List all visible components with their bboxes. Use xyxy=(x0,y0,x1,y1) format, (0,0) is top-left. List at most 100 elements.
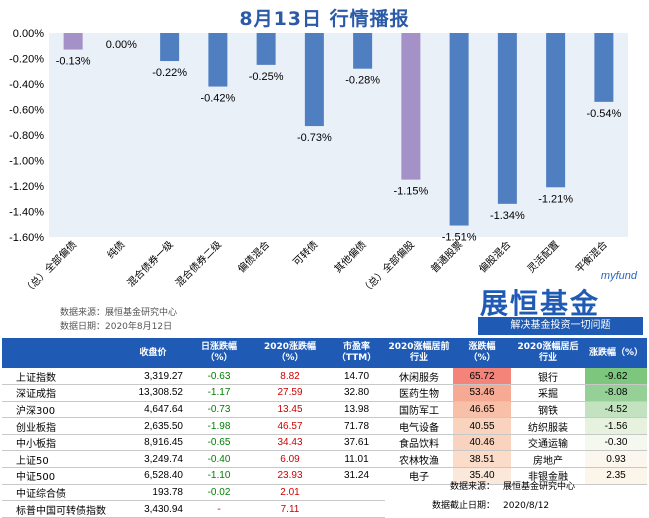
index-ytd-change: 46.57 xyxy=(252,417,328,435)
bar xyxy=(546,33,566,188)
logo-chinese: 展恒基金 xyxy=(480,287,601,320)
top-sector-name: 食品饮料 xyxy=(385,434,453,452)
bar xyxy=(401,33,421,180)
bottom-sector-value: -4.52 xyxy=(585,401,647,419)
data-label: -1.34% xyxy=(490,210,525,222)
data-label: -0.13% xyxy=(56,56,91,68)
index-pe: 31.24 xyxy=(328,467,385,485)
sector-row: 农林牧渔 38.51 房地产 0.93 xyxy=(385,450,647,469)
index-row: 中小板指 8,916.45 -0.65 34.43 37.61 xyxy=(2,434,385,452)
index-day-change: -0.02 xyxy=(186,484,252,502)
sector-row: 电子 35.40 非银金融 2.35 xyxy=(385,467,647,485)
sector-row: 休闲服务 65.72 银行 -9.62 xyxy=(385,368,647,386)
bar xyxy=(160,33,180,62)
y-tick-label: -0.40% xyxy=(9,79,44,91)
bottom-sector-value: -9.62 xyxy=(585,368,647,386)
index-row: 深证成指 13,308.52 -1.17 27.59 32.80 xyxy=(2,384,385,402)
index-close: 13,308.52 xyxy=(120,384,186,402)
data-label: -1.15% xyxy=(393,186,428,198)
category-label: 可转债 xyxy=(290,238,320,268)
bar xyxy=(208,33,228,87)
bar xyxy=(353,33,373,69)
bar xyxy=(449,33,469,226)
top-sector-name: 休闲服务 xyxy=(385,368,453,386)
index-ytd-change: 34.43 xyxy=(252,434,328,452)
bottom-sector-value: 2.35 xyxy=(585,467,647,485)
source-line-2: 数据日期：2020年8月12日 xyxy=(60,322,173,332)
y-tick-label: -1.40% xyxy=(9,207,44,219)
top-sector-value: 38.51 xyxy=(453,450,511,469)
top-sector-value: 40.46 xyxy=(453,434,511,452)
y-tick-label: -0.80% xyxy=(9,130,44,142)
index-row: 沪深300 4,647.64 -0.73 13.45 13.98 xyxy=(2,401,385,419)
index-pe: 14.70 xyxy=(328,368,385,386)
index-name: 上证指数 xyxy=(2,368,120,386)
bar xyxy=(304,33,324,127)
index-pe: 13.98 xyxy=(328,401,385,419)
index-pe: 32.80 xyxy=(328,384,385,402)
category-label: 普通股票 xyxy=(428,238,465,275)
index-ytd-change: 27.59 xyxy=(252,384,328,402)
index-pe: 71.78 xyxy=(328,417,385,435)
y-tick-label: -1.20% xyxy=(9,181,44,193)
index-close: 3,319.27 xyxy=(120,368,186,386)
index-ytd-change: 23.93 xyxy=(252,467,328,485)
index-name: 中小板指 xyxy=(2,434,120,452)
index-name: 创业板指 xyxy=(2,417,120,435)
data-label: -0.42% xyxy=(200,93,235,105)
top-sector-name: 电子 xyxy=(385,467,453,485)
sector-footer: 数据来源： 展恒基金研究中心 数据截止日期： 2020/8/12 xyxy=(385,478,647,516)
index-row: 创业板指 2,635.50 -1.98 46.57 71.78 xyxy=(2,417,385,435)
bar xyxy=(256,33,276,65)
bottom-sector-name: 银行 xyxy=(511,368,585,386)
index-ytd-change: 7.11 xyxy=(252,500,328,518)
bar xyxy=(497,33,517,204)
index-header-close: 收盘价 xyxy=(120,338,186,368)
footer-key: 数据来源： xyxy=(449,482,495,492)
index-day-change: -1.98 xyxy=(186,417,252,435)
index-pe xyxy=(328,500,385,518)
top-sector-name: 医药生物 xyxy=(385,384,453,402)
index-row: 上证50 3,249.74 -0.40 6.09 11.01 xyxy=(2,450,385,469)
index-day-change: -1.10 xyxy=(186,467,252,485)
index-close: 8,916.45 xyxy=(120,434,186,452)
category-label: 其他偏债 xyxy=(331,238,368,275)
index-row: 中证综合债 193.78 -0.02 2.01 xyxy=(2,484,385,502)
y-tick-label: -0.60% xyxy=(9,105,44,117)
top-sector-name: 农林牧渔 xyxy=(385,450,453,469)
source-line-1: 数据来源：展恒基金研究中心 xyxy=(60,308,178,318)
chart-source: 数据来源：展恒基金研究中心 数据日期：2020年8月12日 xyxy=(60,306,177,334)
index-close: 3,249.74 xyxy=(120,450,186,469)
index-day-change: - xyxy=(186,500,252,518)
sector-row: 国防军工 46.65 钢铁 -4.52 xyxy=(385,401,647,419)
index-row: 上证指数 3,319.27 -0.63 8.82 14.70 xyxy=(2,368,385,386)
index-name: 深证成指 xyxy=(2,384,120,402)
index-header-pe: 市盈率 （TTM） xyxy=(328,338,385,368)
top-sector-value: 40.55 xyxy=(453,417,511,435)
index-close: 193.78 xyxy=(120,484,186,502)
data-label: -1.21% xyxy=(538,193,573,205)
index-day-change: -1.17 xyxy=(186,384,252,402)
index-day-change: -0.40 xyxy=(186,450,252,469)
index-close: 6,528.40 xyxy=(120,467,186,485)
category-label: 纯债 xyxy=(104,238,127,261)
index-table: 收盘价 日涨跌幅 （%） 2020涨跌幅 （%） 市盈率 （TTM） 上证指数 3… xyxy=(2,338,385,518)
bottom-sector-name: 采掘 xyxy=(511,384,585,402)
index-name: 标普中国可转债指数 xyxy=(2,500,120,518)
bottom-sector-value: 0.93 xyxy=(585,450,647,469)
sector-header-top: 2020涨幅居前 行业 xyxy=(385,338,453,368)
bottom-sector-name: 房地产 xyxy=(511,450,585,469)
index-pe: 37.61 xyxy=(328,434,385,452)
y-tick-label: -1.00% xyxy=(9,156,44,168)
index-day-change: -0.63 xyxy=(186,368,252,386)
index-pe xyxy=(328,484,385,502)
top-sector-name: 电气设备 xyxy=(385,417,453,435)
index-pe: 11.01 xyxy=(328,450,385,469)
bottom-sector-value: -0.30 xyxy=(585,434,647,452)
footer-key: 数据截止日期： xyxy=(431,501,495,511)
logo-slogan: 解决基金投资一切问题 xyxy=(478,317,643,335)
index-close: 3,430.94 xyxy=(120,500,186,518)
bottom-sector-name: 非银金融 xyxy=(511,467,585,485)
top-sector-value: 65.72 xyxy=(453,368,511,386)
brand-logo: myfund 展恒基金 解决基金投资一切问题 xyxy=(470,270,645,335)
